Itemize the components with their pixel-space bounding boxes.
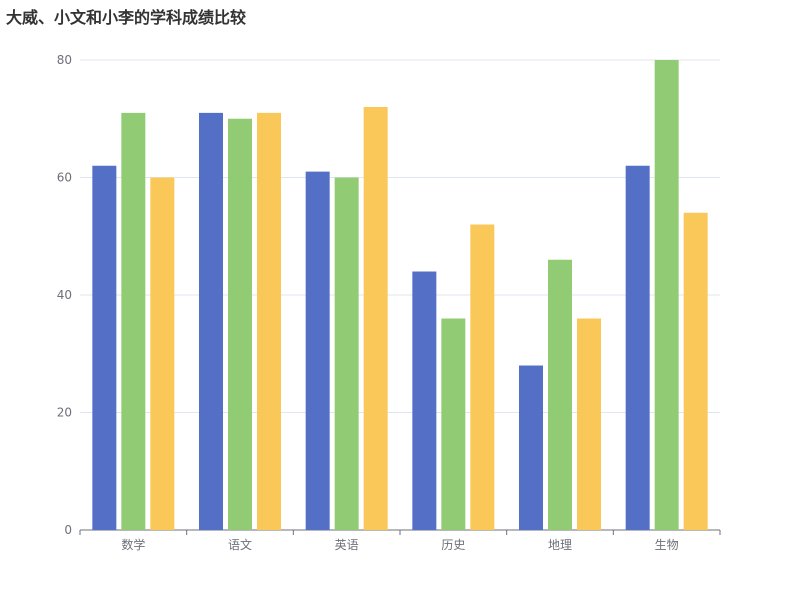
bar <box>625 165 650 530</box>
x-tick-label: 语文 <box>228 537 252 552</box>
bar <box>228 118 252 530</box>
bar <box>334 177 359 530</box>
bar <box>519 365 543 530</box>
bar <box>412 271 437 530</box>
bar <box>577 318 601 530</box>
bar <box>548 259 572 530</box>
bar <box>683 212 708 530</box>
y-tick-label: 80 <box>57 53 72 67</box>
bar <box>121 112 146 530</box>
bar <box>654 60 679 530</box>
bar <box>199 112 223 530</box>
chart-title: 大威、小文和小李的学科成绩比较 <box>6 8 247 27</box>
x-tick-label: 历史 <box>441 538 465 552</box>
x-tick-label: 地理 <box>548 538 572 552</box>
bar <box>363 107 388 530</box>
bar <box>150 177 175 530</box>
bar <box>92 165 117 530</box>
bar <box>470 224 495 530</box>
x-tick-label: 生物 <box>655 538 679 552</box>
y-tick-label: 20 <box>57 406 72 420</box>
bar <box>441 318 466 530</box>
y-tick-label: 40 <box>57 288 72 302</box>
bar <box>257 112 281 530</box>
x-tick-label: 数学 <box>121 537 145 552</box>
y-tick-label: 60 <box>57 171 72 185</box>
x-tick-label: 英语 <box>335 538 359 552</box>
bar <box>305 171 330 530</box>
y-tick-label: 0 <box>64 523 72 537</box>
